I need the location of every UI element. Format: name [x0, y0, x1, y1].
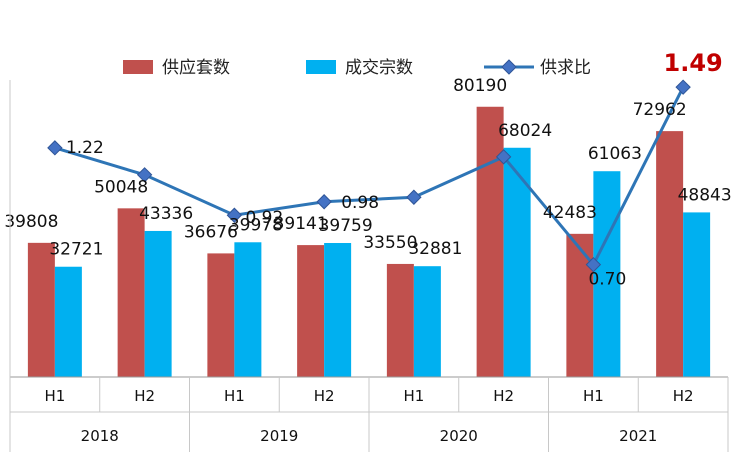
bar-supply-0	[27, 242, 55, 377]
x-axis: H1 H2 H1 H2 H1 H2 H1 H2 2018 2019 2020 2021	[9, 80, 729, 452]
year-label-3: 2021	[619, 427, 657, 445]
legend-label-ratio: 供求比	[540, 58, 591, 78]
label-supply-3: 39141	[274, 214, 328, 234]
legend-label-deals: 成交宗数	[345, 58, 413, 78]
bar-deals-3	[324, 243, 352, 377]
ratio-line	[47, 79, 691, 273]
bar-supply-7	[656, 131, 684, 377]
label-deals-0: 32721	[49, 240, 103, 260]
data-labels: 39808 32721 50048 4333636676399783914139759…	[4, 49, 731, 289]
bar-deals-4	[413, 266, 441, 377]
label-deals-1: 43336	[139, 204, 193, 224]
year-label-0: 2018	[81, 427, 119, 445]
label-deals-4: 32881	[408, 239, 462, 259]
bar-supply-1	[117, 208, 145, 377]
ratio-marker-1	[136, 167, 153, 183]
legend: 供应套数 成交宗数 供求比	[123, 58, 591, 78]
label-supply-0: 39808	[4, 212, 58, 232]
ratio-marker-2	[226, 207, 243, 223]
bar-supply-3	[297, 245, 325, 377]
tick-label-3: H2	[314, 387, 335, 405]
label-deals-2: 39978	[229, 215, 283, 235]
bar-supply-2	[207, 253, 235, 377]
label-ratio-6: 0.70	[588, 270, 626, 290]
ratio-marker-3	[316, 194, 332, 210]
bar-deals-1	[144, 230, 172, 377]
label-ratio-2: 0.92	[245, 208, 283, 228]
legend-swatch-deals	[306, 60, 336, 74]
tick-label-0: H1	[44, 387, 65, 405]
ratio-marker-0	[47, 140, 63, 156]
bars	[27, 106, 711, 377]
label-ratio-7: 1.49	[664, 49, 723, 77]
legend-label-supply: 供应套数	[162, 58, 230, 78]
label-supply-5: 80190	[453, 76, 507, 96]
tick-label-6: H1	[583, 387, 604, 405]
tick-label-7: H2	[673, 387, 694, 405]
label-supply-2: 36676	[184, 222, 238, 242]
label-supply-1: 50048	[94, 177, 148, 197]
label-ratio-0: 1.22	[66, 138, 104, 158]
bar-deals-2	[234, 242, 262, 377]
bar-supply-4	[386, 263, 414, 377]
legend-swatch-ratio-marker	[501, 59, 517, 75]
label-deals-5: 68024	[498, 121, 552, 141]
bar-supply-5	[476, 106, 504, 377]
year-label-2: 2020	[440, 427, 478, 445]
label-supply-6: 42483	[543, 203, 597, 223]
ratio-marker-6	[585, 256, 602, 273]
tick-label-1: H2	[134, 387, 155, 405]
bar-deals-7	[683, 212, 711, 377]
label-deals-6: 61063	[588, 144, 642, 164]
ratio-marker-7	[675, 79, 691, 95]
ratio-line-path	[54, 86, 685, 268]
year-label-1: 2019	[260, 427, 298, 445]
tick-label-2: H1	[224, 387, 245, 405]
bar-supply-6	[566, 233, 594, 377]
label-ratio-3: 0.98	[341, 193, 379, 213]
bar-deals-6	[593, 171, 621, 377]
ratio-marker-5	[495, 149, 512, 165]
tick-label-4: H1	[403, 387, 424, 405]
label-supply-7: 72962	[633, 100, 687, 120]
tick-label-5: H2	[493, 387, 514, 405]
bar-deals-0	[54, 266, 82, 377]
legend-swatch-supply	[123, 60, 153, 74]
label-supply-4: 33550	[363, 233, 417, 253]
label-deals-3: 39759	[319, 216, 373, 236]
ratio-marker-4	[406, 189, 422, 205]
label-deals-7: 48843	[678, 185, 732, 205]
